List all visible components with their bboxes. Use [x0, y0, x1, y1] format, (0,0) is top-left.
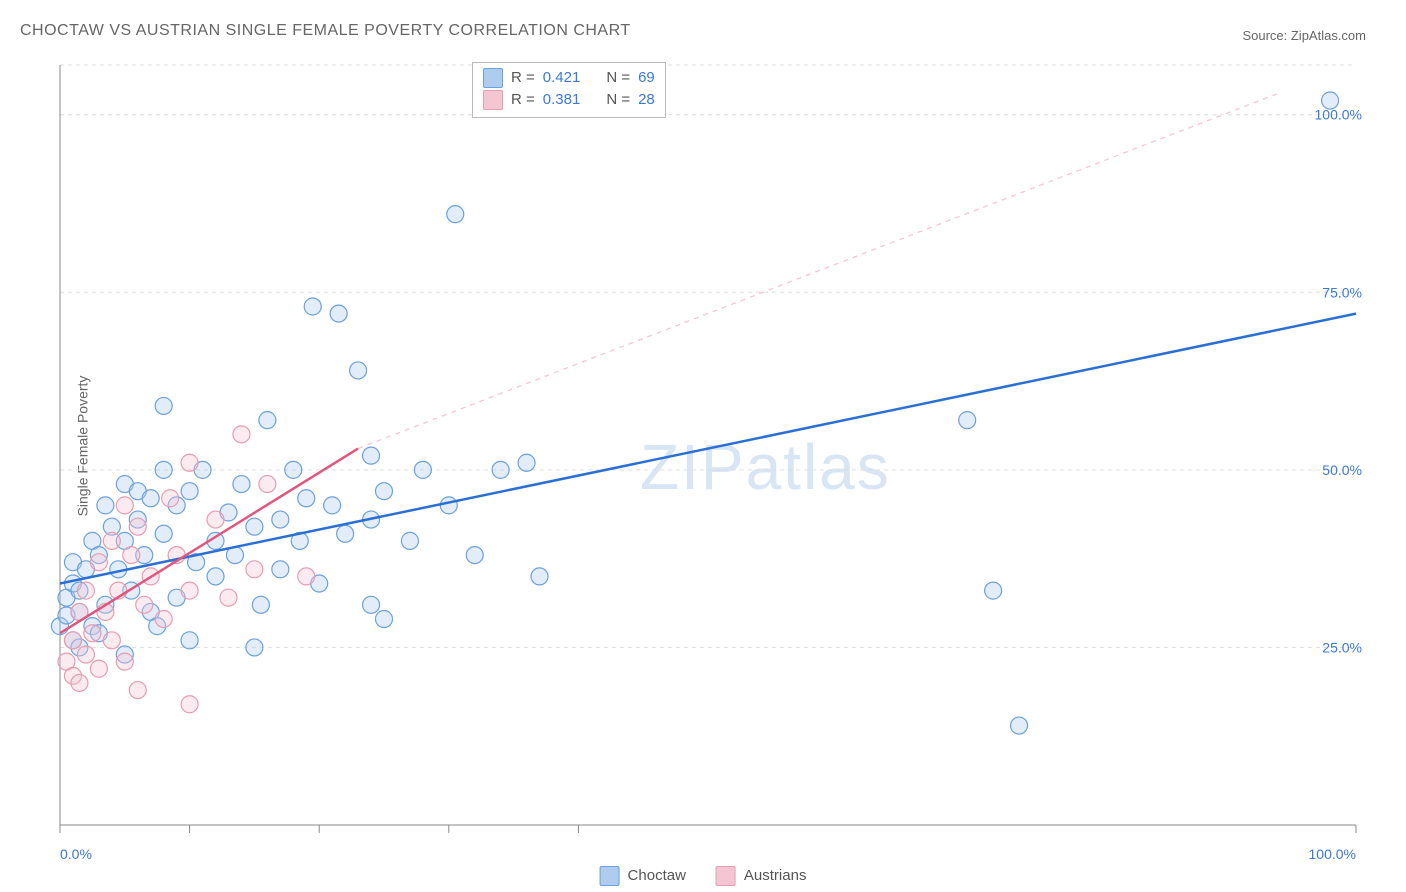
data-point[interactable]: [136, 596, 153, 613]
data-point[interactable]: [123, 547, 140, 564]
correlation-legend: R = 0.421 N = 69 R = 0.381 N = 28: [472, 62, 666, 118]
legend-row: R = 0.421 N = 69: [483, 67, 655, 89]
data-point[interactable]: [155, 461, 172, 478]
data-point[interactable]: [531, 568, 548, 585]
legend-n-label: N =: [606, 67, 630, 89]
data-point[interactable]: [959, 412, 976, 429]
y-tick-label: 50.0%: [1322, 462, 1362, 478]
data-point[interactable]: [233, 426, 250, 443]
data-point[interactable]: [220, 589, 237, 606]
data-point[interactable]: [363, 447, 380, 464]
data-point[interactable]: [330, 305, 347, 322]
data-point[interactable]: [116, 497, 133, 514]
legend-swatch: [716, 866, 736, 886]
legend-r-value: 0.421: [543, 67, 581, 89]
legend-n-value: 69: [638, 67, 655, 89]
legend-r-label: R =: [511, 89, 535, 111]
data-point[interactable]: [246, 518, 263, 535]
data-point[interactable]: [181, 696, 198, 713]
data-point[interactable]: [518, 454, 535, 471]
data-point[interactable]: [298, 568, 315, 585]
data-point[interactable]: [103, 632, 120, 649]
regression-extrapolation: [358, 93, 1278, 448]
data-point[interactable]: [77, 646, 94, 663]
data-point[interactable]: [440, 497, 457, 514]
chart-container: CHOCTAW VS AUSTRIAN SINGLE FEMALE POVERT…: [0, 0, 1406, 892]
series-legend-item[interactable]: Austrians: [716, 866, 807, 886]
data-point[interactable]: [246, 639, 263, 656]
data-point[interactable]: [207, 511, 224, 528]
data-point[interactable]: [142, 490, 159, 507]
legend-swatch: [483, 90, 503, 110]
data-point[interactable]: [129, 682, 146, 699]
data-point[interactable]: [447, 206, 464, 223]
x-tick-label: 0.0%: [60, 846, 92, 862]
data-point[interactable]: [466, 547, 483, 564]
data-point[interactable]: [272, 561, 289, 578]
data-point[interactable]: [985, 582, 1002, 599]
data-point[interactable]: [116, 653, 133, 670]
data-point[interactable]: [401, 532, 418, 549]
y-tick-label: 25.0%: [1322, 639, 1362, 655]
data-point[interactable]: [77, 582, 94, 599]
legend-n-value: 28: [638, 89, 655, 111]
chart-plot-area: 0.0% 100.0% 25.0% 50.0% 75.0% 100.0%: [48, 50, 1388, 870]
legend-swatch: [483, 68, 503, 88]
data-point[interactable]: [272, 511, 289, 528]
legend-swatch: [600, 866, 620, 886]
data-point[interactable]: [337, 525, 354, 542]
data-point[interactable]: [233, 476, 250, 493]
data-point[interactable]: [304, 298, 321, 315]
data-point[interactable]: [90, 554, 107, 571]
data-point[interactable]: [252, 596, 269, 613]
data-point[interactable]: [324, 497, 341, 514]
data-point[interactable]: [181, 582, 198, 599]
data-point[interactable]: [350, 362, 367, 379]
data-point[interactable]: [246, 561, 263, 578]
source-label: Source:: [1242, 28, 1290, 43]
legend-n-label: N =: [606, 89, 630, 111]
data-point[interactable]: [181, 454, 198, 471]
data-point[interactable]: [285, 461, 302, 478]
source-attribution: Source: ZipAtlas.com: [1242, 28, 1366, 43]
data-point[interactable]: [162, 490, 179, 507]
x-tick-label: 100.0%: [1309, 846, 1356, 862]
data-point[interactable]: [492, 461, 509, 478]
series-legend-item[interactable]: Choctaw: [600, 866, 686, 886]
series-legend: Choctaw Austrians: [600, 866, 807, 886]
series-legend-label: Austrians: [744, 867, 807, 884]
data-point[interactable]: [363, 596, 380, 613]
data-point[interactable]: [155, 397, 172, 414]
data-point[interactable]: [298, 490, 315, 507]
data-point[interactable]: [259, 412, 276, 429]
legend-r-label: R =: [511, 67, 535, 89]
data-point[interactable]: [84, 625, 101, 642]
data-point[interactable]: [90, 660, 107, 677]
data-point[interactable]: [181, 483, 198, 500]
data-point[interactable]: [97, 497, 114, 514]
data-point[interactable]: [103, 532, 120, 549]
data-point[interactable]: [414, 461, 431, 478]
y-tick-label: 75.0%: [1322, 284, 1362, 300]
series-legend-label: Choctaw: [628, 867, 686, 884]
source-link[interactable]: ZipAtlas.com: [1291, 28, 1366, 43]
data-point[interactable]: [1011, 717, 1028, 734]
regression-line: [60, 314, 1356, 584]
data-point[interactable]: [181, 632, 198, 649]
data-point[interactable]: [376, 483, 393, 500]
chart-title: CHOCTAW VS AUSTRIAN SINGLE FEMALE POVERT…: [20, 22, 631, 40]
legend-row: R = 0.381 N = 28: [483, 89, 655, 111]
data-point[interactable]: [155, 525, 172, 542]
data-point[interactable]: [64, 632, 81, 649]
data-point[interactable]: [155, 611, 172, 628]
data-point[interactable]: [207, 568, 224, 585]
data-point[interactable]: [71, 674, 88, 691]
data-point[interactable]: [376, 611, 393, 628]
data-point[interactable]: [259, 476, 276, 493]
legend-r-value: 0.381: [543, 89, 581, 111]
data-point[interactable]: [129, 518, 146, 535]
y-tick-label: 100.0%: [1315, 107, 1362, 123]
